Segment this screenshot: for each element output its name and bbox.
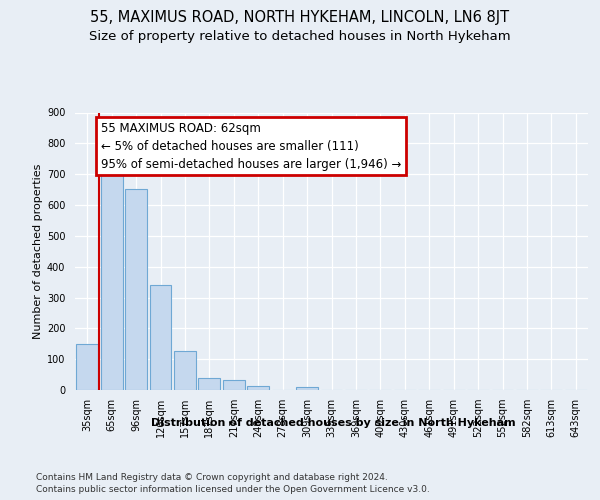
Text: Contains HM Land Registry data © Crown copyright and database right 2024.: Contains HM Land Registry data © Crown c… — [36, 472, 388, 482]
Bar — [149, 284, 172, 390]
Bar — [223, 380, 245, 390]
Y-axis label: Number of detached properties: Number of detached properties — [32, 164, 43, 339]
Bar — [125, 189, 147, 390]
Bar — [296, 387, 318, 390]
Text: 55 MAXIMUS ROAD: 62sqm
← 5% of detached houses are smaller (111)
95% of semi-det: 55 MAXIMUS ROAD: 62sqm ← 5% of detached … — [101, 122, 401, 171]
Bar — [76, 344, 98, 390]
Bar — [199, 378, 220, 390]
Text: Contains public sector information licensed under the Open Government Licence v3: Contains public sector information licen… — [36, 485, 430, 494]
Bar — [247, 386, 269, 390]
Bar — [174, 351, 196, 390]
Text: Size of property relative to detached houses in North Hykeham: Size of property relative to detached ho… — [89, 30, 511, 43]
Text: Distribution of detached houses by size in North Hykeham: Distribution of detached houses by size … — [151, 418, 515, 428]
Text: 55, MAXIMUS ROAD, NORTH HYKEHAM, LINCOLN, LN6 8JT: 55, MAXIMUS ROAD, NORTH HYKEHAM, LINCOLN… — [91, 10, 509, 25]
Bar — [101, 170, 122, 390]
